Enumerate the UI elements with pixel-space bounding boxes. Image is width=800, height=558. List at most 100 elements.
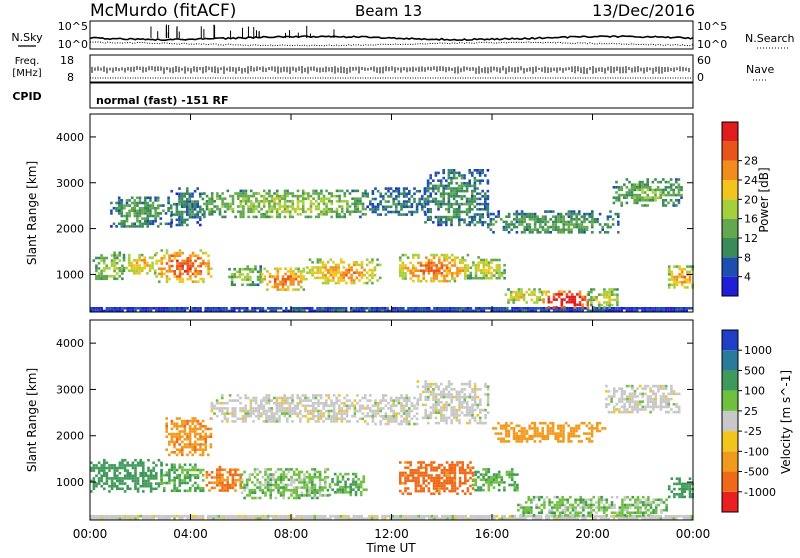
heatmap-cell: [559, 512, 562, 515]
heatmap-cell: [154, 197, 157, 200]
heatmap-cell: [681, 284, 684, 287]
heatmap-cell: [430, 264, 433, 267]
heatmap-cell: [581, 226, 584, 229]
heatmap-cell: [121, 212, 124, 215]
heatmap-cell: [613, 506, 616, 509]
heatmap-cell: [503, 486, 506, 489]
heatmap-cell: [324, 481, 327, 484]
heatmap-cell: [453, 169, 456, 172]
heatmap-cell: [100, 515, 103, 518]
heatmap-cell: [337, 264, 340, 267]
heatmap-cell: [149, 269, 152, 272]
heatmap-cell: [495, 481, 498, 484]
heatmap-cell: [495, 473, 498, 476]
station-title: McMurdo (fitACF): [90, 1, 236, 21]
heatmap-cell: [670, 194, 673, 197]
heatmap-cell: [321, 486, 324, 489]
heatmap-cell: [668, 268, 671, 271]
heatmap-cell: [171, 466, 174, 469]
heatmap-cell: [295, 468, 298, 471]
heatmap-cell: [636, 189, 639, 192]
heatmap-cell: [229, 471, 232, 474]
heatmap-cell: [645, 504, 648, 507]
heatmap-cell: [179, 482, 182, 485]
heatmap-cell: [199, 428, 202, 431]
heatmap-cell: [641, 204, 644, 207]
heatmap-cell: [430, 461, 433, 464]
heatmap-cell: [608, 306, 611, 309]
heatmap-cell: [475, 272, 478, 275]
heatmap-cell: [445, 221, 448, 224]
heatmap-cell: [474, 179, 477, 182]
heatmap-cell: [424, 187, 427, 190]
heatmap-cell: [139, 223, 142, 226]
heatmap-cell: [467, 274, 470, 277]
heatmap-cell: [147, 210, 150, 213]
heatmap-cell: [181, 446, 184, 449]
heatmap-cell: [641, 199, 644, 202]
heatmap-cell: [323, 197, 326, 200]
heatmap-cell: [513, 213, 516, 216]
heatmap-cell: [487, 226, 490, 229]
heatmap-cell: [194, 425, 197, 428]
heatmap-cell: [511, 479, 514, 482]
heatmap-cell: [191, 430, 194, 433]
heatmap-cell: [443, 280, 446, 283]
heatmap-cell: [587, 506, 590, 509]
heatmap-cell: [119, 515, 122, 518]
heatmap-cell: [575, 223, 578, 226]
heatmap-cell: [303, 270, 306, 273]
heatmap-cell: [239, 476, 242, 479]
heatmap-cell: [149, 256, 152, 259]
heatmap-cell: [290, 270, 293, 273]
heatmap-cell: [451, 466, 454, 469]
heatmap-cell: [451, 487, 454, 490]
heatmap-cell: [581, 223, 584, 226]
heatmap-cell: [428, 477, 431, 480]
heatmap-cell: [316, 497, 319, 500]
heatmap-cell: [467, 464, 470, 467]
heatmap-cell: [583, 215, 586, 218]
heatmap-cell: [470, 307, 473, 310]
heatmap-cell: [428, 307, 431, 310]
heatmap-cell: [455, 200, 458, 203]
heatmap-cell: [521, 215, 524, 218]
heatmap-cell: [628, 181, 631, 184]
heatmap-cell: [256, 515, 259, 518]
heatmap-cell: [126, 199, 129, 202]
heatmap-cell: [520, 504, 523, 507]
heatmap-cell: [302, 197, 305, 200]
heatmap-cell: [174, 252, 177, 255]
heatmap-cell: [221, 468, 224, 471]
heatmap-cell: [206, 476, 209, 479]
heatmap-cell: [484, 221, 487, 224]
heatmap-cell: [466, 198, 469, 201]
heatmap-cell: [343, 266, 346, 269]
heatmap-cell: [160, 482, 163, 485]
heatmap-cell: [350, 488, 353, 491]
heatmap-cell: [111, 262, 114, 265]
heatmap-cell: [618, 186, 621, 189]
heatmap-cell: [525, 291, 528, 294]
heatmap-cell: [267, 473, 270, 476]
heatmap-cell: [226, 476, 229, 479]
heatmap-cell: [575, 218, 578, 221]
heatmap-cell: [681, 268, 684, 271]
heatmap-cell: [332, 277, 335, 280]
heatmap-cell: [512, 291, 515, 294]
heatmap-cell: [684, 278, 687, 281]
heatmap-cell: [212, 307, 215, 310]
heatmap-cell: [269, 307, 272, 310]
heatmap-cell: [676, 477, 679, 480]
heatmap-cell: [166, 482, 169, 485]
heatmap-cell: [106, 482, 109, 485]
heatmap-cell: [168, 479, 171, 482]
heatmap-cell: [459, 262, 462, 265]
heatmap-cell: [176, 428, 179, 431]
heatmap-cell: [445, 185, 448, 188]
heatmap-cell: [471, 208, 474, 211]
heatmap-cell: [324, 515, 327, 518]
heatmap-cell: [119, 480, 122, 483]
heatmap-cell: [616, 296, 619, 299]
heatmap-cell: [95, 515, 98, 518]
